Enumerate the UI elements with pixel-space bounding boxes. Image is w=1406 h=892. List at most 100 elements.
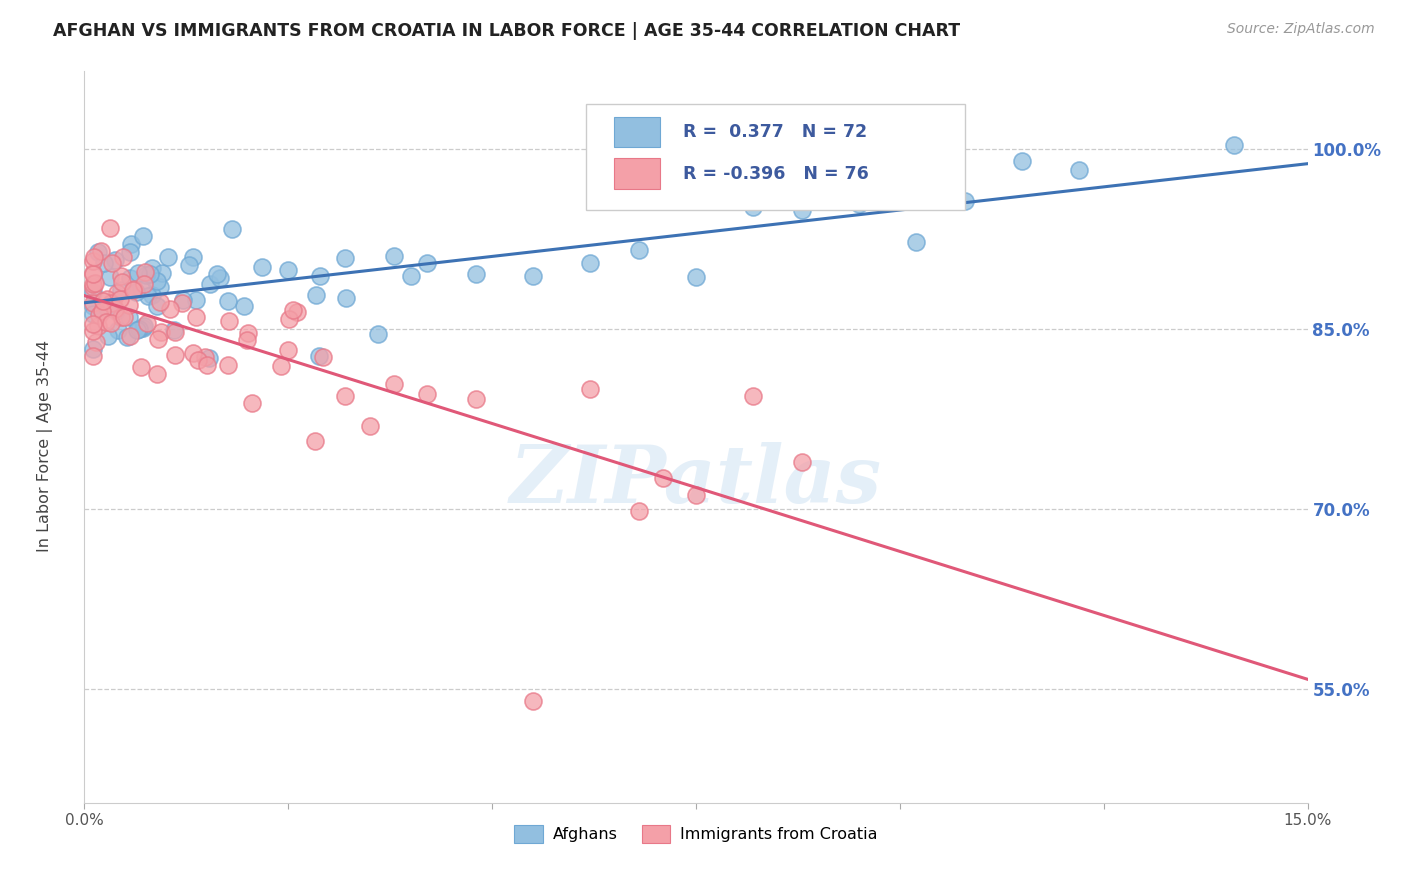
Point	[96, 301, 118, 316]
Point	[270, 359, 292, 373]
Point	[187, 353, 209, 368]
Point	[522, 268, 544, 283]
Point	[97, 329, 120, 343]
Point	[242, 395, 264, 409]
Point	[238, 326, 260, 340]
Point	[464, 267, 486, 281]
Point	[110, 283, 132, 297]
Point	[82, 266, 104, 280]
Point	[304, 434, 326, 448]
Point	[82, 317, 104, 331]
Point	[198, 277, 221, 292]
Point	[1223, 137, 1246, 152]
Point	[134, 277, 156, 292]
Point	[179, 258, 201, 272]
Point	[135, 268, 157, 282]
Point	[141, 288, 163, 302]
Point	[312, 350, 335, 364]
Text: AFGHAN VS IMMIGRANTS FROM CROATIA IN LABOR FORCE | AGE 35-44 CORRELATION CHART: AFGHAN VS IMMIGRANTS FROM CROATIA IN LAB…	[53, 22, 960, 40]
Point	[742, 389, 765, 403]
Point	[278, 312, 301, 326]
Point	[685, 269, 707, 284]
Point	[156, 251, 179, 265]
Point	[146, 299, 169, 313]
Point	[181, 346, 204, 360]
Point	[82, 280, 104, 294]
Point	[129, 360, 152, 375]
Point	[209, 270, 232, 285]
Point	[652, 471, 675, 485]
Point	[277, 263, 299, 277]
Point	[93, 256, 115, 270]
Point	[90, 244, 112, 258]
Point	[416, 255, 439, 269]
Point	[86, 318, 108, 333]
Point	[1011, 154, 1033, 169]
Point	[217, 358, 239, 372]
Point	[184, 310, 207, 325]
Point	[149, 280, 172, 294]
Point	[122, 283, 145, 297]
Point	[118, 244, 141, 259]
Point	[111, 275, 134, 289]
Point	[150, 326, 173, 340]
Point	[627, 503, 650, 517]
Point	[335, 389, 357, 403]
Point	[118, 310, 141, 324]
Point	[120, 237, 142, 252]
Point	[194, 350, 217, 364]
Point	[1069, 162, 1091, 177]
Point	[110, 310, 132, 324]
Point	[159, 302, 181, 317]
Point	[285, 304, 308, 318]
Point	[107, 323, 129, 337]
Text: Source: ZipAtlas.com: Source: ZipAtlas.com	[1227, 22, 1375, 37]
Point	[148, 333, 170, 347]
Point	[87, 308, 110, 322]
Point	[399, 268, 422, 283]
Point	[141, 261, 163, 276]
Point	[742, 200, 765, 214]
Point	[367, 326, 389, 341]
Point	[522, 694, 544, 708]
Point	[87, 245, 110, 260]
Point	[132, 228, 155, 243]
FancyBboxPatch shape	[586, 104, 965, 211]
Point	[82, 342, 104, 356]
Point	[84, 334, 107, 349]
Point	[146, 274, 169, 288]
Point	[125, 285, 148, 300]
Point	[82, 324, 104, 338]
Text: ZIPatlas: ZIPatlas	[510, 442, 882, 520]
Point	[232, 299, 254, 313]
Point	[627, 243, 650, 257]
Point	[100, 295, 122, 310]
Point	[252, 260, 274, 275]
Point	[135, 316, 157, 330]
Point	[335, 251, 357, 265]
FancyBboxPatch shape	[614, 117, 661, 147]
Point	[127, 266, 149, 280]
Point	[108, 293, 131, 307]
Point	[104, 301, 127, 316]
Point	[98, 220, 121, 235]
Point	[128, 322, 150, 336]
Point	[83, 250, 105, 264]
Text: R = -0.396   N = 76: R = -0.396 N = 76	[682, 165, 869, 183]
Point	[308, 349, 330, 363]
Point	[134, 319, 156, 334]
Point	[579, 255, 602, 269]
Point	[205, 268, 228, 282]
Point	[91, 294, 114, 309]
Point	[221, 221, 243, 235]
Point	[94, 315, 117, 329]
Point	[170, 295, 193, 310]
Point	[359, 419, 381, 434]
Point	[197, 351, 219, 366]
Point	[112, 310, 135, 324]
Point	[236, 333, 259, 347]
Point	[82, 307, 104, 321]
Point	[98, 269, 121, 284]
Point	[184, 293, 207, 307]
Point	[172, 293, 194, 307]
